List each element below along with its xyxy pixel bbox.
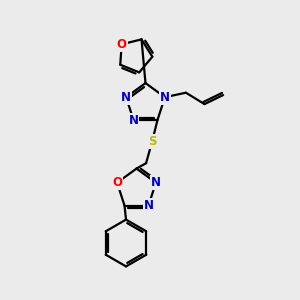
Text: N: N <box>121 91 131 104</box>
Text: O: O <box>112 176 122 189</box>
Text: O: O <box>117 38 127 51</box>
Text: N: N <box>160 91 170 104</box>
Text: N: N <box>151 176 161 189</box>
Text: N: N <box>143 199 154 212</box>
Text: S: S <box>148 135 156 148</box>
Text: N: N <box>128 113 139 127</box>
